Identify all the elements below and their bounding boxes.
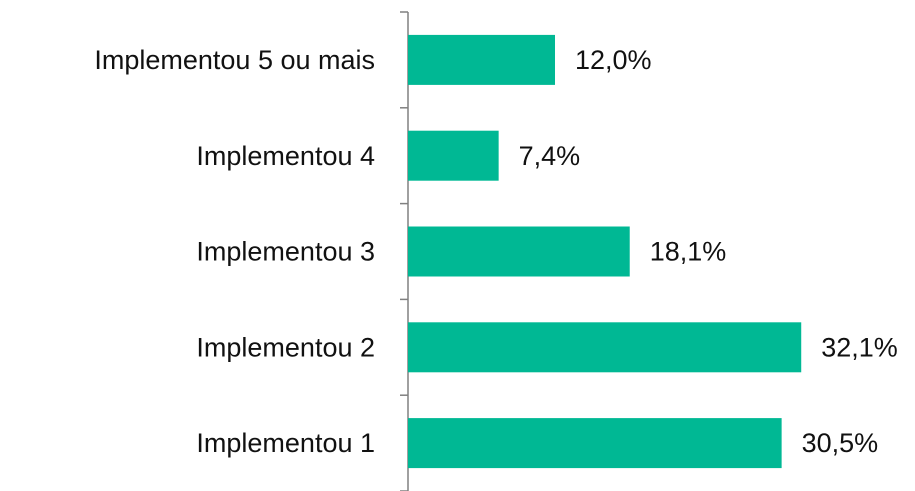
bar — [408, 322, 802, 373]
value-label: 30,5% — [802, 428, 879, 458]
value-label: 18,1% — [650, 237, 727, 267]
value-label: 32,1% — [821, 332, 898, 362]
bar — [408, 34, 555, 85]
category-label: Implementou 5 ou mais — [94, 45, 375, 75]
bar — [408, 226, 630, 277]
category-label: Implementou 3 — [196, 237, 375, 267]
value-label: 12,0% — [575, 45, 652, 75]
category-label: Implementou 1 — [196, 428, 375, 458]
value-label: 7,4% — [519, 141, 581, 171]
category-label: Implementou 4 — [196, 141, 375, 171]
bar — [408, 130, 499, 181]
category-label: Implementou 2 — [196, 332, 375, 362]
bar — [408, 418, 782, 469]
category-axis — [400, 11, 409, 491]
